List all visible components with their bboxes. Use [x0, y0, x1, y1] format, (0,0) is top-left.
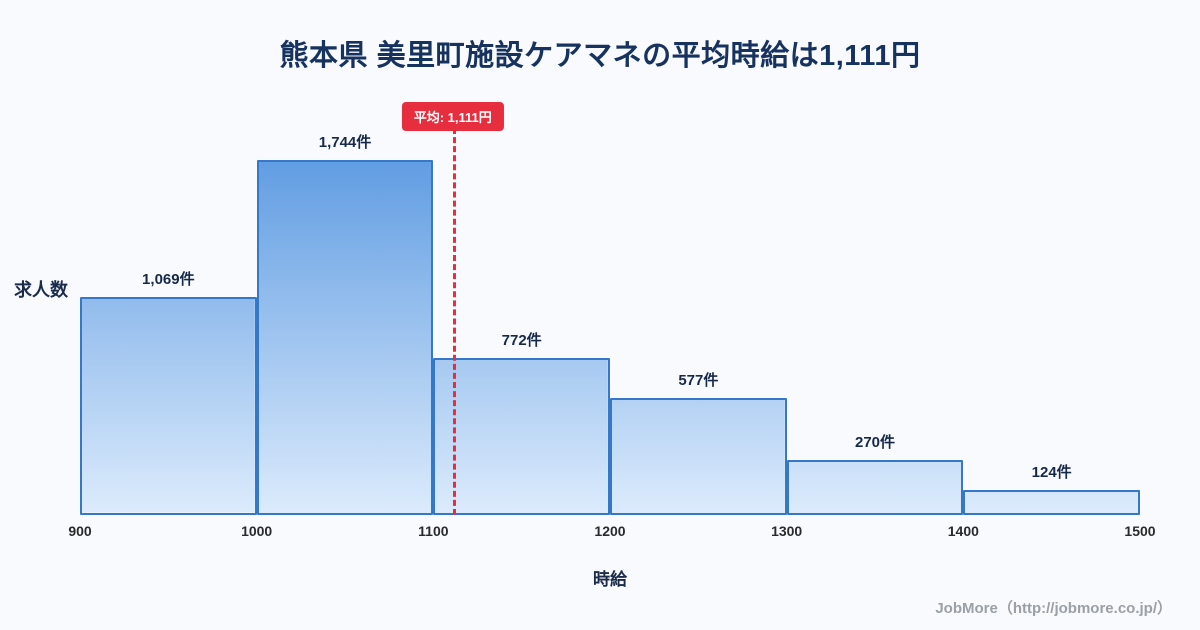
plot-area: 平均: 1,111円 1,069件 1,744件 772件 577件 270件 124件 9…	[68, 102, 1156, 539]
histogram-bar	[80, 297, 257, 515]
x-tick-label: 1400	[947, 523, 979, 539]
histogram-bar	[963, 489, 1140, 515]
y-axis-label: 求人数	[14, 280, 68, 300]
histogram-bar	[610, 397, 787, 515]
x-tick-label: 900	[68, 523, 92, 539]
histogram-bar	[786, 460, 964, 515]
x-tick-label: 1000	[241, 523, 273, 539]
average-line	[452, 128, 456, 515]
average-badge: 平均: 1,111円	[401, 102, 504, 131]
x-tick-label: 1200	[594, 523, 626, 539]
chart-title: 熊本県 美里町施設ケアマネの平均時給は1,111円	[279, 40, 921, 72]
histogram-bar	[433, 357, 610, 515]
x-tick-label: 1300	[771, 523, 803, 539]
bar-value-label: 124件	[1031, 463, 1072, 481]
footer-credit: JobMore（http://jobmore.co.jp/）	[935, 600, 1172, 617]
bar-value-label: 270件	[854, 434, 896, 452]
bar-value-label: 577件	[678, 371, 719, 389]
histogram-bar	[256, 160, 434, 515]
x-tick-label: 1500	[1124, 523, 1156, 539]
bar-value-label: 1,069件	[142, 271, 195, 289]
bar-value-label: 1,744件	[318, 134, 372, 151]
x-axis-label: 時給	[593, 570, 627, 589]
x-tick-label: 1100	[418, 523, 449, 539]
bar-value-label: 772件	[501, 331, 542, 349]
